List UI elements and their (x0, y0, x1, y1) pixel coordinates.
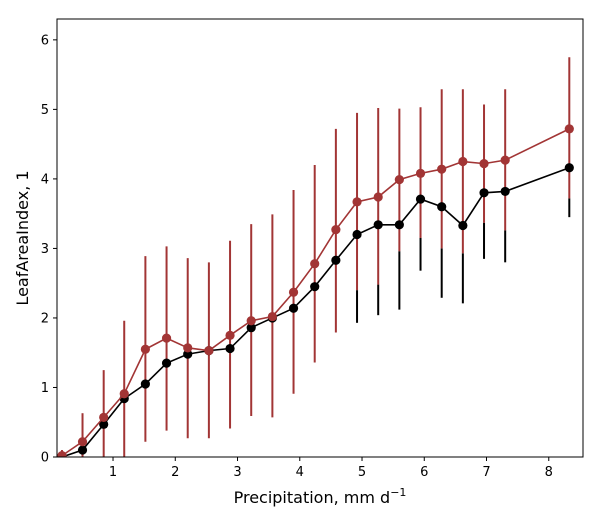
data-point (373, 192, 383, 202)
data-point (288, 303, 299, 313)
x-axis-label-superscript: −1 (390, 486, 406, 499)
data-point (246, 316, 256, 326)
data-point (310, 259, 320, 269)
y-tick-label: 2 (41, 311, 49, 326)
x-tick-label: 1 (109, 465, 117, 480)
data-point (77, 437, 88, 447)
data-point (225, 330, 235, 340)
data-point (479, 159, 489, 169)
x-tick-label: 4 (296, 465, 304, 480)
data-point (288, 287, 299, 297)
data-point (564, 163, 574, 173)
x-tick-label: 6 (420, 465, 428, 480)
x-axis-label-text: Precipitation, mm d (234, 488, 391, 507)
data-point (57, 451, 67, 457)
y-tick-label: 3 (41, 242, 49, 257)
x-axis-label: Precipitation, mm d−1 (234, 486, 407, 507)
data-point (352, 197, 362, 207)
data-point (77, 445, 88, 455)
y-tick-label: 6 (41, 33, 49, 48)
x-axis: 1 2 3 4 5 6 7 8 (109, 457, 553, 480)
data-point (415, 194, 426, 204)
data-point (331, 255, 341, 265)
data-point (99, 419, 109, 429)
data-point (140, 344, 150, 354)
data-point (161, 333, 172, 343)
y-tick-label: 1 (41, 381, 49, 396)
x-tick-label: 5 (358, 465, 366, 480)
data-point (246, 323, 256, 333)
data-point (415, 168, 426, 178)
data-point (500, 155, 510, 165)
data-point (99, 412, 109, 422)
data-point (331, 225, 341, 235)
data-point (394, 220, 404, 230)
data-point (500, 186, 510, 197)
plot-frame (56, 18, 584, 458)
y-tick-label: 0 (41, 451, 49, 466)
data-point (437, 202, 447, 212)
y-tick-label: 4 (41, 172, 49, 187)
series-1-line (57, 124, 574, 457)
data-point (225, 343, 235, 354)
data-point (458, 156, 468, 167)
data-point (267, 311, 277, 322)
data-point (352, 229, 362, 240)
data-point (204, 346, 214, 356)
data-point (310, 282, 320, 292)
y-axis-label: LeafAreaIndex, 1 (13, 170, 32, 305)
x-tick-label: 3 (233, 465, 241, 480)
data-point (437, 164, 447, 174)
x-tick-label: 2 (171, 465, 179, 480)
data-point (394, 175, 404, 185)
x-tick-label: 7 (482, 465, 490, 480)
data-point (183, 343, 193, 353)
series-1 (60, 57, 571, 457)
x-tick-label: 8 (545, 465, 553, 480)
data-point (161, 358, 172, 368)
y-axis: 0 1 2 3 4 5 6 (41, 33, 57, 466)
data-point (373, 220, 383, 230)
plot-area (57, 57, 574, 457)
data-point (458, 220, 468, 231)
series-0 (356, 198, 571, 323)
data-point (140, 379, 150, 389)
series-layer (57, 57, 574, 457)
data-point (479, 188, 489, 198)
y-tick-label: 5 (41, 103, 49, 118)
data-point (119, 389, 129, 399)
data-point (564, 124, 574, 134)
